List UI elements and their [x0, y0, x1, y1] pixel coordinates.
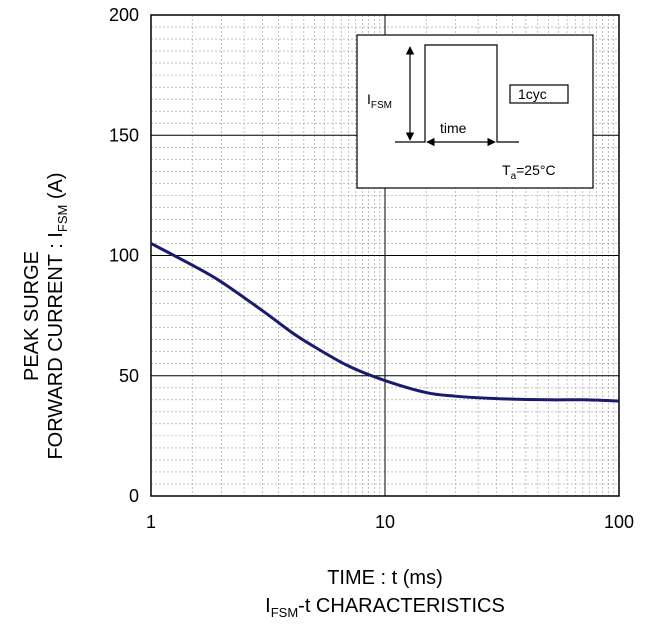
x-tick-label: 100: [604, 512, 634, 532]
y-tick-label: 50: [119, 366, 139, 386]
inset-time-label: time: [440, 120, 467, 136]
ambient-temp-label: Ta=25°C: [502, 162, 556, 182]
y-tick-label: 150: [109, 125, 139, 145]
x-tick-label: 1: [146, 512, 156, 532]
y-tick-labels: 0 50 100 150 200: [109, 5, 139, 506]
inset-diagram: IFSM time 1cyc Ta=25°C: [356, 34, 594, 189]
chart-title: IFSM-t CHARACTERISTICS: [265, 595, 505, 620]
x-axis-title: TIME : t (ms): [327, 567, 443, 589]
y-axis-title-line1: PEAK SURGE: [21, 251, 43, 381]
inset-ifsm-label: IFSM: [367, 91, 392, 111]
y-tick-label: 0: [129, 486, 139, 506]
x-tick-label: 10: [375, 512, 395, 532]
y-tick-label: 100: [109, 246, 139, 266]
cycle-label: 1cyc: [518, 86, 547, 102]
y-tick-label: 200: [109, 5, 139, 25]
inset-box: [356, 34, 594, 189]
y-axis-title-line2: FORWARD CURRENT : IFSM (A): [45, 172, 70, 459]
cycle-box: [509, 84, 569, 104]
series-layer: [150, 242, 620, 403]
pulse-waveform: [395, 44, 519, 143]
x-tick-labels: 1 10 100: [146, 512, 634, 532]
series-line: [150, 242, 620, 403]
plot-frame: [150, 14, 620, 497]
